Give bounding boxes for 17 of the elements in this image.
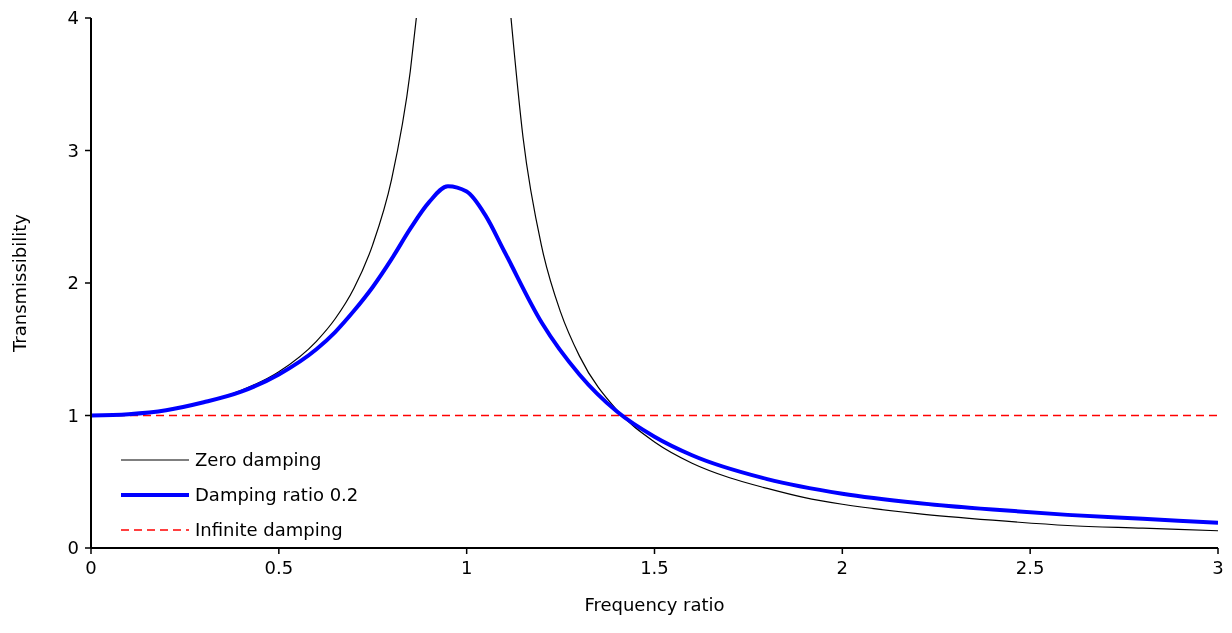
x-tick-label: 2 bbox=[836, 557, 849, 578]
y-tick-label: 4 bbox=[67, 7, 79, 29]
legend-label: Damping ratio 0.2 bbox=[195, 484, 359, 506]
x-tick-label: 0 bbox=[85, 557, 97, 578]
x-axis-title: Frequency ratio bbox=[584, 594, 725, 615]
legend-label: Infinite damping bbox=[195, 519, 343, 541]
y-tick-label: 2 bbox=[67, 272, 79, 294]
y-tick-label: 1 bbox=[67, 404, 79, 426]
legend-label: Zero damping bbox=[195, 449, 322, 471]
x-tick-label: 3 bbox=[1212, 557, 1224, 578]
y-tick-label: 3 bbox=[67, 139, 79, 161]
y-tick-label: 0 bbox=[67, 537, 79, 559]
x-tick-label: 1 bbox=[460, 557, 473, 578]
x-tick-label: 0.5 bbox=[264, 557, 294, 578]
x-tick-label: 1.5 bbox=[640, 557, 669, 578]
y-axis-title: Transmissibility bbox=[9, 213, 30, 353]
x-tick-label: 2.5 bbox=[1015, 557, 1045, 578]
